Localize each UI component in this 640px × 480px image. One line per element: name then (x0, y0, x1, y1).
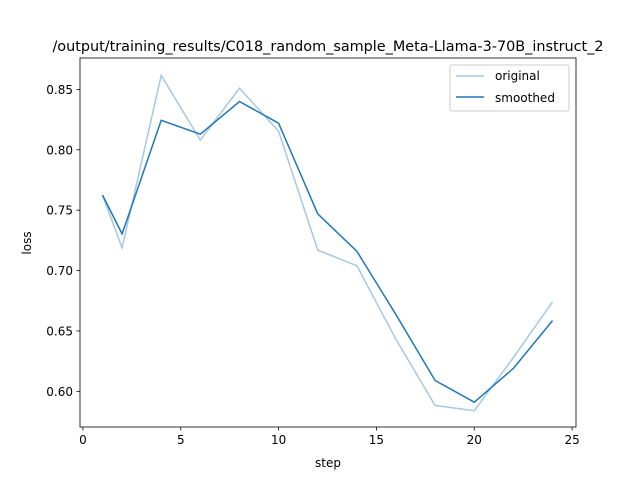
y-tick-label: 0.85 (46, 83, 73, 97)
y-tick-label: 0.75 (46, 204, 73, 218)
legend: original smoothed (449, 64, 570, 112)
y-tick-label: 0.70 (46, 264, 73, 278)
plot-area (80, 58, 576, 427)
x-tick-label: 25 (564, 433, 579, 447)
chart-title: /output/training_results/C018_random_sam… (52, 39, 603, 55)
legend-label-smoothed: smoothed (495, 91, 555, 105)
series-line-smoothed (101, 100, 554, 404)
x-tick-label: 20 (467, 433, 482, 447)
x-axis-label: step (315, 456, 341, 470)
y-axis-label: loss (20, 231, 34, 254)
x-tick-label: 0 (79, 433, 87, 447)
x-tick-label: 5 (177, 433, 185, 447)
x-tick-label: 10 (271, 433, 286, 447)
legend-label-original: original (495, 69, 540, 83)
x-tick-label: 15 (369, 433, 384, 447)
y-tick-label: 0.65 (46, 324, 73, 338)
y-tick-label: 0.80 (46, 143, 73, 157)
y-tick-label: 0.60 (46, 385, 73, 399)
series-line-original (101, 73, 554, 412)
axes-frame (79, 57, 577, 428)
